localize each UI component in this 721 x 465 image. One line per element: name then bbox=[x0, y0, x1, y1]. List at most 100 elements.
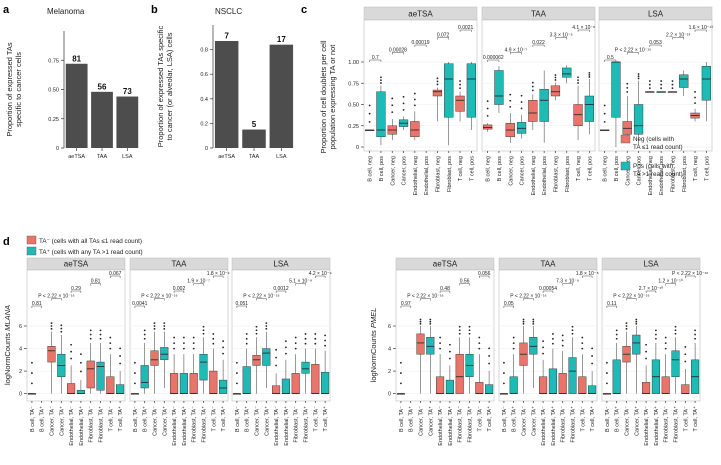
p-value-label: 0.000062 bbox=[483, 55, 504, 61]
box-outlier bbox=[314, 342, 317, 345]
box-outlier bbox=[648, 80, 651, 82]
p-value-label: 1.9 × 10⁻⁷ bbox=[187, 278, 210, 284]
box-iqr bbox=[311, 364, 320, 394]
box-outlier bbox=[645, 357, 647, 360]
box-iqr bbox=[189, 373, 198, 394]
box-outlier bbox=[625, 327, 628, 330]
p-value-label: 0.81 bbox=[91, 278, 101, 284]
box-outlier bbox=[554, 74, 557, 76]
p-value-label: 0.0021 bbox=[458, 25, 474, 31]
box-iqr bbox=[611, 61, 621, 118]
p-value-label: 0.05 bbox=[504, 301, 514, 307]
box-outlier bbox=[192, 342, 195, 345]
y-tick-label: 0.75 bbox=[348, 81, 359, 87]
box-outlier bbox=[31, 372, 33, 374]
significance-bracket bbox=[193, 283, 204, 286]
legend-label-neg-cont: TA ≤1 read count) bbox=[633, 144, 683, 151]
x-tick-label: Cancer, TA⁺ bbox=[58, 406, 65, 436]
box-outlier bbox=[109, 336, 112, 339]
box-outlier bbox=[694, 96, 696, 99]
x-tick-label: Cancer, pos bbox=[520, 156, 526, 186]
x-tick-label: Cancer, pos bbox=[402, 156, 408, 186]
y-tick-label: 0.2 bbox=[200, 121, 208, 127]
significance-bracket bbox=[213, 275, 224, 278]
significance-bracket bbox=[665, 283, 676, 286]
box-outlier bbox=[458, 325, 461, 328]
significance-bracket bbox=[532, 44, 545, 47]
box-outlier bbox=[153, 322, 156, 325]
box-iqr bbox=[475, 382, 484, 394]
box-outlier bbox=[542, 352, 544, 355]
x-tick-label: B cell, neg bbox=[368, 156, 374, 182]
box-outlier bbox=[419, 318, 422, 321]
significance-bracket bbox=[510, 52, 522, 55]
p-value-label: 0.11 bbox=[607, 301, 617, 307]
box-outlier bbox=[143, 333, 146, 336]
significance-bracket bbox=[236, 305, 247, 308]
box-iqr bbox=[301, 361, 310, 374]
box-iqr bbox=[494, 70, 504, 105]
box-outlier bbox=[294, 347, 297, 350]
box-outlier bbox=[119, 362, 121, 365]
box-outlier bbox=[552, 342, 554, 345]
x-tick-label: Cancer, TA⁻ bbox=[625, 406, 631, 436]
legend-swatch-neg bbox=[620, 134, 631, 144]
box-outlier bbox=[391, 111, 394, 114]
box-iqr bbox=[550, 85, 561, 97]
p-value-label: 0.00019 bbox=[411, 40, 429, 46]
box-iqr bbox=[252, 355, 261, 366]
box-iqr bbox=[426, 337, 435, 355]
box-outlier bbox=[449, 350, 451, 353]
box-outlier bbox=[635, 318, 638, 321]
facet-aetsa-title: aeTSA bbox=[64, 260, 89, 269]
facet-lsa-title: LSA bbox=[643, 260, 659, 269]
significance-bracket bbox=[503, 305, 514, 308]
box-iqr bbox=[444, 63, 454, 118]
box-outlier bbox=[591, 362, 593, 365]
box-outlier bbox=[655, 333, 657, 336]
box-outlier bbox=[109, 347, 112, 350]
x-tick-label: B cell, pos bbox=[497, 156, 503, 182]
y-tick-label: 4 bbox=[19, 347, 22, 353]
significance-bracket bbox=[523, 298, 534, 301]
p-value-label: 0.0041 bbox=[132, 301, 148, 307]
box-outlier bbox=[512, 347, 515, 350]
box-outlier bbox=[449, 357, 451, 360]
p-value-label: 0.072 bbox=[437, 32, 450, 38]
x-tick-label: Endothelial, TA⁺ bbox=[653, 406, 660, 446]
box-outlier bbox=[183, 342, 185, 345]
significance-bracket bbox=[400, 305, 411, 308]
box-outlier bbox=[60, 327, 63, 330]
significance-bracket bbox=[295, 283, 306, 286]
x-tick-label: T cell, neg bbox=[693, 156, 699, 181]
box-outlier bbox=[400, 372, 402, 374]
y-tick-label: 0 bbox=[205, 146, 208, 152]
x-tick-label: T cell, TA⁺ bbox=[220, 406, 227, 432]
significance-bracket bbox=[414, 44, 427, 47]
box-outlier bbox=[603, 120, 606, 123]
x-tick-label: Endothelial, pos bbox=[424, 156, 430, 195]
facet-aetsa-panel bbox=[395, 269, 495, 402]
box-outlier bbox=[625, 325, 628, 327]
box-iqr bbox=[558, 373, 567, 394]
bar-data-label: 5 bbox=[252, 120, 257, 129]
significance-bracket bbox=[134, 305, 145, 308]
p-value-label: P < 2.22 × 10⁻¹⁶ bbox=[510, 293, 546, 299]
box-outlier bbox=[429, 318, 432, 321]
box-outlier bbox=[603, 112, 606, 115]
x-tick-label: B cell, TA⁻ bbox=[399, 406, 405, 432]
box-iqr bbox=[584, 95, 594, 122]
box-outlier bbox=[70, 343, 72, 346]
y-axis-label: logNormCounts PMEL bbox=[369, 308, 378, 383]
box-iqr bbox=[529, 337, 538, 355]
box-outlier bbox=[674, 329, 677, 332]
box-outlier bbox=[391, 104, 394, 107]
box-outlier bbox=[615, 333, 618, 336]
p-value-label: 0.00028 bbox=[389, 47, 407, 53]
significance-bracket bbox=[369, 59, 382, 62]
box-outlier bbox=[50, 322, 53, 325]
box-outlier bbox=[275, 364, 277, 367]
p-value-label: 0.81 bbox=[32, 301, 42, 307]
box-outlier bbox=[402, 108, 405, 111]
